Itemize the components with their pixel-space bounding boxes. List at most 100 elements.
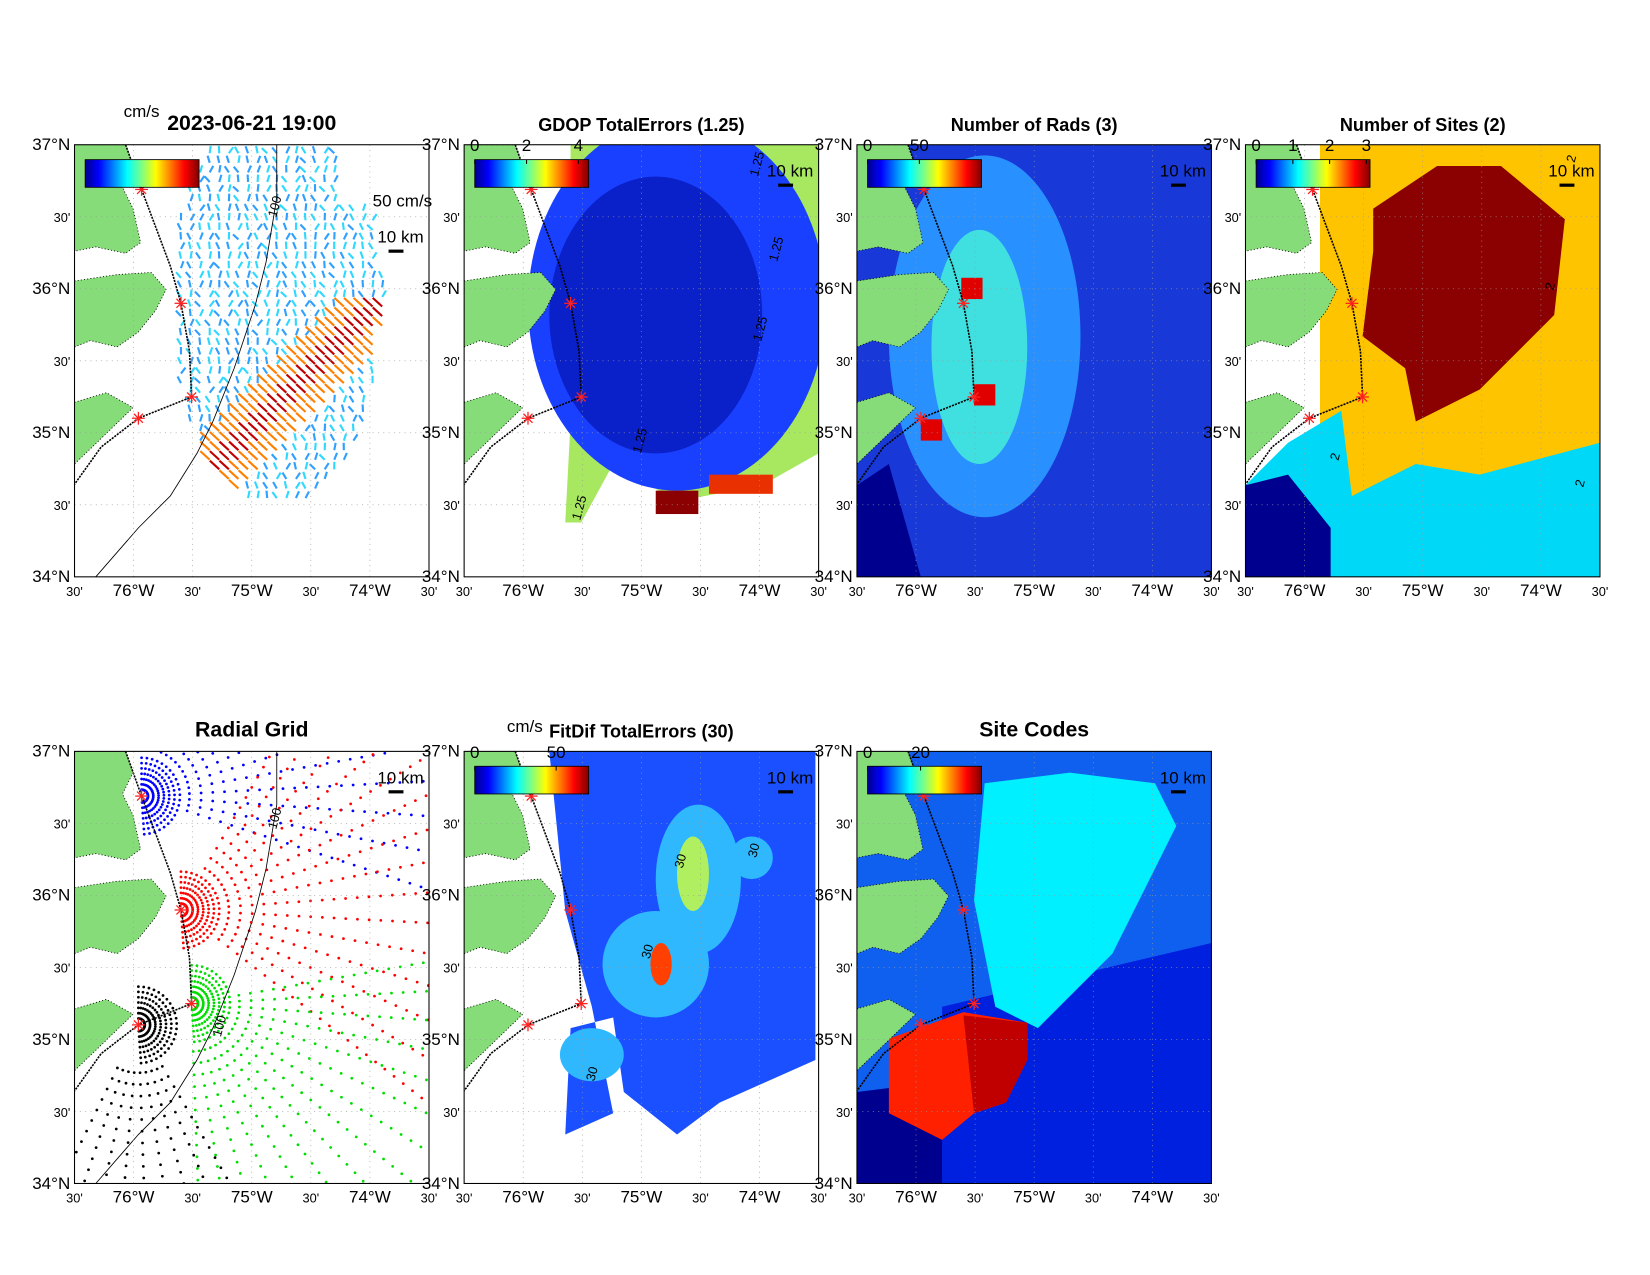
grid-dot (255, 942, 259, 946)
grid-dot (401, 991, 405, 994)
grid-dot (145, 821, 149, 825)
vector-arrow (339, 251, 345, 260)
grid-dot (216, 1093, 220, 1097)
x-tick-label: 30' (184, 1191, 201, 1206)
grid-dot (245, 1047, 249, 1050)
grid-dot (160, 1064, 164, 1068)
vector-arrow (347, 223, 355, 231)
vector-arrow (234, 394, 240, 403)
y-tick-label: 30' (443, 961, 460, 976)
grid-dot (169, 1137, 173, 1140)
grid-dot (363, 1142, 367, 1146)
grid-dot (389, 777, 392, 781)
colorbar (84, 159, 200, 188)
vector-arrow (332, 298, 336, 307)
vector-arrow (208, 299, 216, 308)
vector-arrow (244, 145, 250, 154)
grid-dot (405, 1008, 408, 1012)
grid-dot (204, 978, 208, 982)
vector-arrow (247, 347, 252, 355)
grid-dot (278, 1155, 282, 1158)
grid-dot (246, 802, 250, 805)
vector-arrow (237, 318, 242, 326)
vector-arrow (285, 232, 291, 240)
vector-arrow (367, 242, 374, 250)
grid-dot (210, 808, 213, 812)
grid-dot (341, 877, 345, 880)
grid-dot (188, 876, 192, 880)
grid-dot (146, 1003, 149, 1006)
vector-arrow (333, 289, 338, 298)
grid-dot (137, 990, 140, 994)
y-tick-label: 30' (1225, 210, 1242, 225)
grid-dot (222, 888, 226, 892)
grid-dot (192, 926, 196, 930)
grid-dot (201, 925, 205, 929)
grid-dot (167, 797, 171, 801)
vector-arrow (300, 289, 307, 298)
vector-arrow (343, 297, 355, 308)
grid-dot (208, 816, 211, 820)
vector-arrow (304, 402, 316, 413)
grid-dot (163, 818, 166, 822)
grid-dot (199, 981, 203, 985)
grid-dot (269, 787, 273, 791)
vector-arrow (339, 280, 345, 288)
vector-arrow (266, 184, 272, 193)
vector-arrow (342, 213, 349, 221)
grid-dot (351, 985, 355, 988)
vector-arrow (256, 251, 261, 259)
grid-dot (223, 928, 227, 931)
grid-dot (359, 837, 363, 841)
vector-arrow (199, 270, 205, 279)
grid-dot (228, 1006, 232, 1009)
grid-dot (170, 818, 174, 822)
vector-arrow (255, 145, 259, 154)
x-tick-label: 30' (849, 584, 866, 599)
grid-dot (203, 1020, 207, 1024)
grid-dot (129, 1106, 133, 1109)
grid-dot (181, 891, 185, 895)
contour-label: 1.25 (750, 315, 771, 343)
grid-dot (206, 1059, 210, 1063)
vector-arrow (285, 421, 297, 432)
scale-label: 10 km (767, 768, 813, 787)
grid-dot (272, 890, 276, 894)
grid-dot (157, 766, 161, 770)
land (74, 392, 134, 465)
vector-arrow (285, 354, 297, 365)
grid-dot (194, 1131, 198, 1135)
grid-dot (318, 843, 322, 847)
panel-title: FitDif TotalErrors (30) (549, 722, 734, 742)
grid-dot (421, 814, 425, 818)
vector-arrow (227, 203, 232, 211)
vector-arrow (216, 193, 221, 202)
grid-dot (413, 990, 417, 994)
vector-arrow (265, 490, 269, 499)
vector-arrow (357, 376, 364, 384)
grid-dot (154, 1057, 158, 1061)
grid-dot (159, 1054, 163, 1058)
vector-arrow (303, 212, 307, 221)
grid-dot (162, 825, 166, 829)
grid-dot (240, 1121, 244, 1125)
grid-dot (417, 848, 420, 852)
vector-arrow (314, 309, 320, 317)
vector-arrow (237, 450, 249, 461)
coastline (464, 144, 583, 485)
grid-dot (139, 1061, 143, 1065)
vector-arrow (314, 442, 317, 451)
grid-dot (157, 1031, 161, 1035)
vector-arrow (256, 155, 262, 164)
grid-dot (325, 830, 328, 834)
x-tick-label: 30' (1355, 584, 1372, 599)
vector-arrow (318, 204, 326, 212)
grid-dot (141, 1164, 145, 1168)
vector-arrow (293, 461, 297, 470)
grid-dot (329, 977, 333, 981)
vector-arrow (208, 290, 215, 298)
grid-dot (171, 784, 175, 788)
grid-dot (152, 1039, 156, 1043)
grid-dot (187, 786, 191, 790)
vector-arrow (352, 344, 364, 356)
